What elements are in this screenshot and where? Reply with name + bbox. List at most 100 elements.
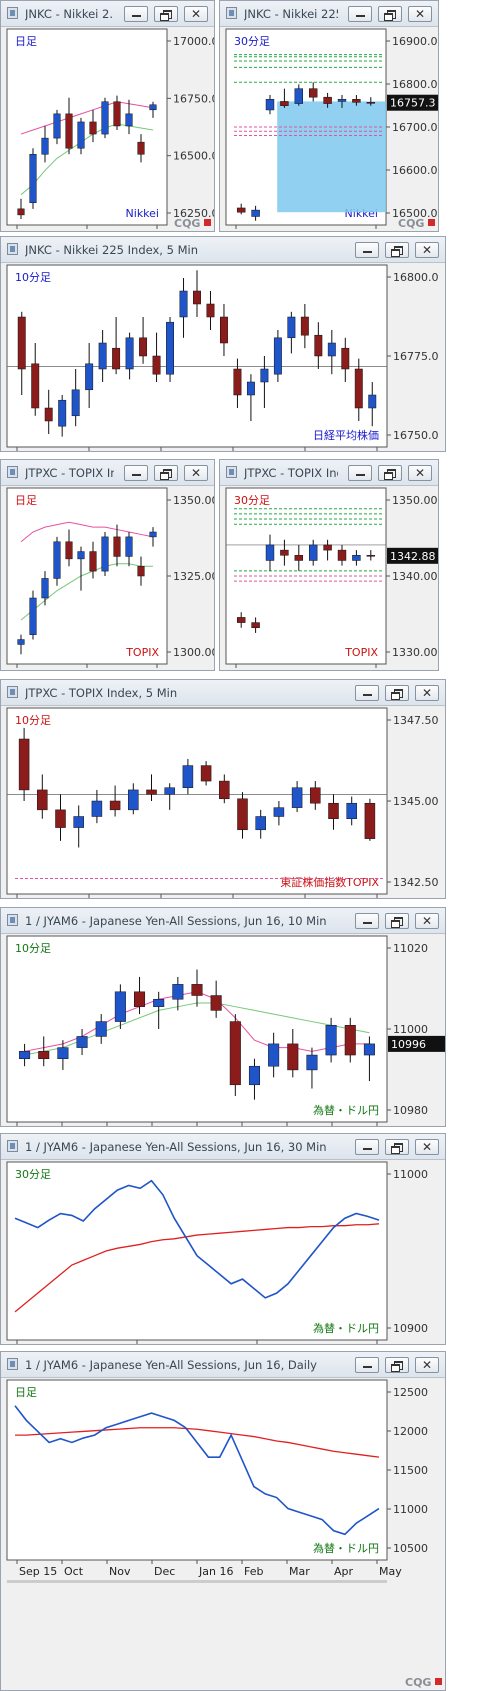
candle-body bbox=[308, 88, 318, 98]
chart-window-w1[interactable]: JNKC - Nikkei 2... ✕ 17000.0 16750.0 16500.0… bbox=[0, 0, 215, 232]
period-label: 日足 bbox=[15, 35, 37, 48]
chart-canvas[interactable]: 12500 12000 11500 11000 10500 Sep 15 Oct Nov Dec… bbox=[1, 1378, 446, 1691]
candle-body bbox=[246, 381, 255, 396]
minimize-button[interactable] bbox=[348, 6, 372, 22]
chart-canvas[interactable]: 16900.0 16800.0 16700.0 16600.0 16500.0 25-09… bbox=[220, 27, 439, 232]
window-titlebar[interactable]: 1 / JYAM6 - Japanese Yen-All Sessions, J… bbox=[1, 908, 445, 934]
candle-body bbox=[73, 816, 84, 828]
minimize-button[interactable] bbox=[124, 465, 148, 481]
x-tick-label: Mar bbox=[289, 1565, 310, 1578]
window-title: JNKC - Nikkei 2... bbox=[25, 7, 114, 21]
window-titlebar[interactable]: JNKC - Nikkei 2... ✕ bbox=[1, 1, 214, 27]
close-button[interactable]: ✕ bbox=[408, 6, 432, 22]
chart-window-w7[interactable]: 1 / JYAM6 - Japanese Yen-All Sessions, J… bbox=[0, 907, 446, 1127]
candle-body bbox=[280, 549, 289, 556]
window-titlebar[interactable]: JTPXC - TOPIX Ind... ✕ bbox=[220, 460, 438, 486]
y-tick-label: 11000 bbox=[393, 1168, 428, 1181]
restore-button[interactable] bbox=[385, 242, 409, 258]
minimize-button[interactable] bbox=[355, 1357, 379, 1373]
close-button[interactable]: ✕ bbox=[415, 1139, 439, 1155]
instrument-name-label: 東証株価指数TOPIX bbox=[280, 875, 379, 889]
candle-body bbox=[354, 368, 363, 409]
minimize-button[interactable] bbox=[355, 685, 379, 701]
chart-canvas[interactable]: 1350.00 1325.00 1300.00 09 16 23 日足 TOPIX bbox=[1, 486, 215, 671]
window-titlebar[interactable]: 1 / JYAM6 - Japanese Yen-All Sessions, J… bbox=[1, 1134, 445, 1160]
minimize-button[interactable] bbox=[124, 6, 148, 22]
y-tick-label: 12000 bbox=[393, 1425, 428, 1438]
candle-body bbox=[153, 998, 165, 1007]
instrument-name-label: 為替・ドル円 bbox=[313, 1541, 379, 1555]
last-price-box bbox=[387, 547, 438, 564]
y-tick-label: 16700.0 bbox=[392, 121, 438, 134]
window-app-icon bbox=[7, 1140, 18, 1152]
plot-area bbox=[6, 935, 388, 1123]
moving-average-line bbox=[14, 1223, 380, 1313]
candle-body bbox=[251, 622, 260, 629]
restore-button[interactable] bbox=[154, 6, 178, 22]
candle-body bbox=[268, 1043, 280, 1067]
candle-body bbox=[280, 101, 289, 106]
x-tick-label: 23 bbox=[159, 230, 173, 232]
window-titlebar[interactable]: JTPXC - TOPIX Ind... ✕ bbox=[1, 460, 214, 486]
restore-button[interactable] bbox=[385, 913, 409, 929]
y-tick-label: 1347.50 bbox=[393, 714, 439, 727]
close-button[interactable]: ✕ bbox=[415, 1357, 439, 1373]
chart-canvas[interactable]: 16800.016775.016750.025-09:0010:0011:002… bbox=[1, 263, 446, 452]
close-button[interactable]: ✕ bbox=[408, 465, 432, 481]
moving-average-line bbox=[20, 563, 153, 621]
x-tick-label: 25-12:30 bbox=[378, 669, 428, 671]
last-price-label: 16757.3 bbox=[390, 97, 436, 110]
candle-body bbox=[236, 207, 246, 213]
restore-button[interactable] bbox=[378, 6, 402, 22]
chart-window-w5[interactable]: JTPXC - TOPIX Ind... ✕ 1350.00 1340.00 1330.… bbox=[219, 459, 439, 671]
restore-button[interactable] bbox=[378, 465, 402, 481]
close-button[interactable]: ✕ bbox=[415, 242, 439, 258]
window-title: 1 / JYAM6 - Japanese Yen-All Sessions, J… bbox=[25, 1140, 327, 1154]
window-titlebar[interactable]: JNKC - Nikkei 225 Index, 5 Min ✕ bbox=[1, 237, 445, 263]
window-titlebar[interactable]: JNKC - Nikkei 225... ✕ bbox=[220, 1, 438, 27]
candle-body bbox=[366, 555, 376, 557]
restore-button[interactable] bbox=[154, 465, 178, 481]
close-button[interactable]: ✕ bbox=[184, 6, 208, 22]
candle-body bbox=[37, 789, 48, 811]
chart-window-w3[interactable]: JNKC - Nikkei 225 Index, 5 Min ✕ 16800.0 16… bbox=[0, 236, 446, 452]
chart-canvas[interactable]: 11020110001098005:0025-07:0009:0010:0011… bbox=[1, 934, 446, 1127]
close-button[interactable]: ✕ bbox=[184, 465, 208, 481]
cqg-logo-mark bbox=[435, 1678, 442, 1685]
instrument-name-label: 為替・ドル円 bbox=[313, 1321, 379, 1335]
close-button[interactable]: ✕ bbox=[415, 685, 439, 701]
close-button[interactable]: ✕ bbox=[415, 913, 439, 929]
candle-body bbox=[251, 209, 260, 217]
candle-body bbox=[166, 321, 174, 375]
minimize-button[interactable] bbox=[355, 242, 379, 258]
y-tick-label: 16250.0 bbox=[173, 207, 215, 220]
cqg-logo-mark bbox=[204, 219, 211, 226]
minimize-button[interactable] bbox=[355, 1139, 379, 1155]
y-tick-label: 16750.0 bbox=[173, 92, 215, 105]
restore-button[interactable] bbox=[385, 1139, 409, 1155]
chart-window-w2[interactable]: JNKC - Nikkei 225... ✕ 16900.0 16800.0 16700… bbox=[219, 0, 439, 232]
chart-window-w4[interactable]: JTPXC - TOPIX Ind... ✕ 1350.00 1325.00 1300.… bbox=[0, 459, 215, 671]
window-titlebar[interactable]: JTPXC - TOPIX Index, 5 Min ✕ bbox=[1, 680, 445, 706]
restore-button[interactable] bbox=[385, 685, 409, 701]
candle-body bbox=[58, 399, 67, 427]
chart-window-w6[interactable]: JTPXC - TOPIX Index, 5 Min ✕ 1347.50 1345.0… bbox=[0, 679, 446, 899]
candle-body bbox=[29, 154, 37, 204]
y-tick-label: 12500 bbox=[393, 1386, 428, 1399]
chart-canvas[interactable]: 1347.501345.001342.5025-09:0010:0011:002… bbox=[1, 706, 446, 899]
y-tick-label: 10500 bbox=[393, 1542, 428, 1555]
chart-window-w9[interactable]: 1 / JYAM6 - Japanese Yen-All Sessions, J… bbox=[0, 1351, 446, 1691]
candle-body bbox=[76, 1036, 88, 1048]
period-label: 10分足 bbox=[15, 271, 51, 284]
restore-button[interactable] bbox=[385, 1357, 409, 1373]
chart-window-w8[interactable]: 1 / JYAM6 - Japanese Yen-All Sessions, J… bbox=[0, 1133, 446, 1345]
chart-canvas[interactable]: 17000.0 16750.0 16500.0 16250.0 09 16 23 日足 Nikk… bbox=[1, 27, 215, 232]
window-title: JTPXC - TOPIX Ind... bbox=[244, 466, 338, 480]
minimize-button[interactable] bbox=[355, 913, 379, 929]
chart-canvas[interactable]: 1350.00 1340.00 1330.00 25-09:00 25-12:30 30分… bbox=[220, 486, 439, 671]
minimize-button[interactable] bbox=[348, 465, 372, 481]
candle-body bbox=[109, 800, 121, 811]
candle-body bbox=[172, 984, 184, 1000]
window-titlebar[interactable]: 1 / JYAM6 - Japanese Yen-All Sessions, J… bbox=[1, 1352, 445, 1378]
